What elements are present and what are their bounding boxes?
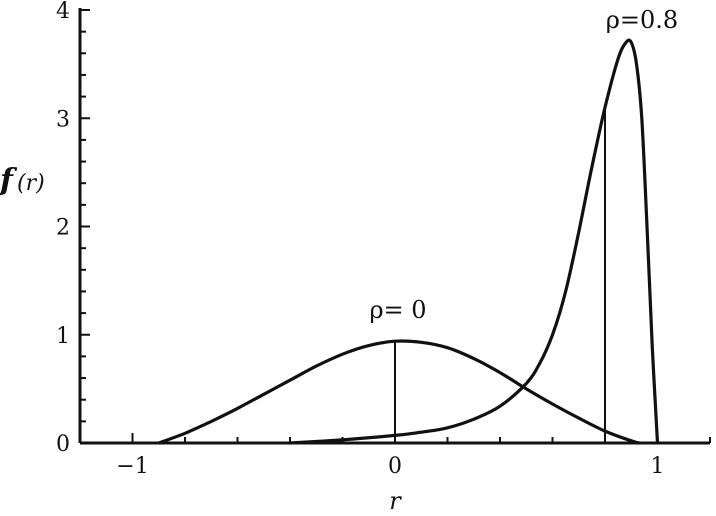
x-tick-label: 0 [388, 454, 402, 479]
y-tick-label: 2 [56, 216, 70, 241]
x-tick-label: −1 [116, 454, 148, 479]
y-axis-label-main: f [0, 163, 18, 198]
y-axis-label-sub: (r) [17, 171, 45, 196]
series-group [157, 38, 660, 445]
y-tick-label: 1 [56, 324, 70, 349]
labels: r f (r) ρ= 0 ρ=0.8 [0, 6, 678, 515]
y-tick-label: 4 [56, 0, 70, 24]
x-axis-label: r [389, 487, 402, 511]
ticks: −1 0 1 0 1 2 3 4 [56, 0, 711, 479]
x-tick-label: 1 [651, 454, 665, 479]
series-label-rho-0-8: ρ=0.8 [606, 6, 678, 34]
series-label-rho-0: ρ= 0 [369, 296, 426, 324]
series-line-1 [288, 38, 660, 445]
series-line-0 [157, 339, 641, 445]
y-tick-label: 0 [56, 432, 70, 457]
y-tick-label: 3 [56, 107, 70, 132]
